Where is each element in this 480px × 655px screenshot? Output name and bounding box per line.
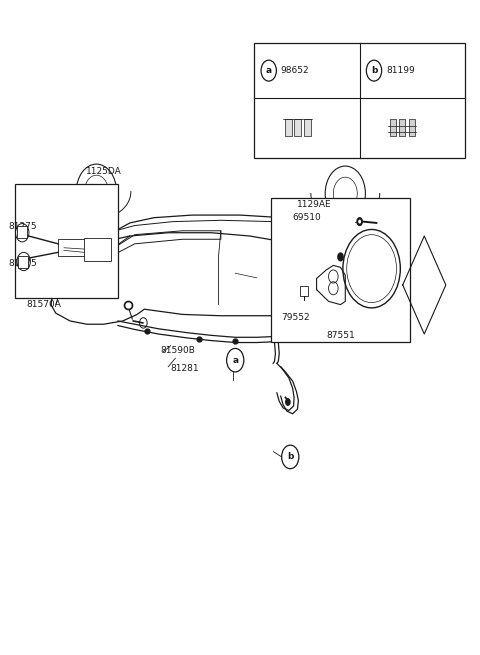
Text: 1129AE: 1129AE (297, 200, 332, 209)
Bar (58, 239, 104, 255)
Text: a: a (265, 66, 272, 75)
Text: a: a (232, 356, 238, 365)
Circle shape (337, 252, 344, 261)
Text: 69510: 69510 (293, 213, 322, 222)
Bar (300, 286, 309, 296)
Text: b: b (287, 453, 293, 461)
Text: 1125DA: 1125DA (86, 168, 121, 176)
Text: 81590B: 81590B (160, 346, 195, 355)
Bar (285, 119, 292, 136)
Circle shape (285, 398, 291, 406)
Text: 87551: 87551 (326, 331, 355, 340)
Text: 81570A: 81570A (26, 300, 61, 309)
Circle shape (356, 217, 363, 226)
Bar (84, 238, 111, 261)
Bar (271, 198, 410, 342)
Text: 81575: 81575 (8, 259, 37, 268)
Text: 81275: 81275 (8, 221, 37, 231)
Text: 98652: 98652 (281, 66, 309, 75)
Bar (304, 119, 311, 136)
Bar (15, 183, 118, 298)
Text: 79552: 79552 (281, 313, 309, 322)
Text: b: b (371, 66, 377, 75)
Circle shape (358, 219, 361, 223)
Bar (390, 119, 396, 136)
Bar (17, 226, 27, 238)
Bar (254, 43, 465, 158)
Text: 81281: 81281 (171, 364, 199, 373)
Bar (409, 119, 415, 136)
Bar (294, 119, 301, 136)
Bar (399, 119, 405, 136)
Text: 81199: 81199 (386, 66, 415, 75)
Bar (18, 256, 28, 268)
